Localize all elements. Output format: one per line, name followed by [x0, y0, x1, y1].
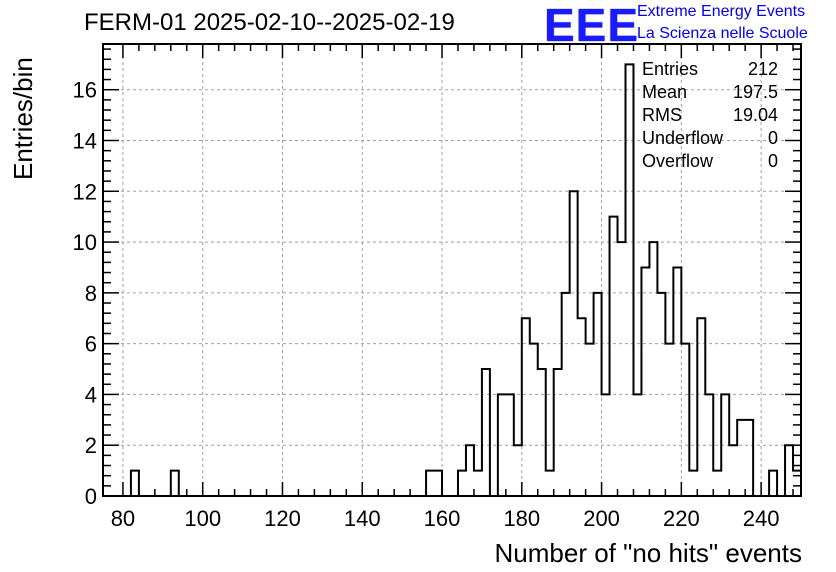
histogram-bin — [466, 445, 474, 496]
stat-row-entries: Entries 212 — [642, 58, 778, 81]
histogram-bin — [737, 420, 753, 496]
histogram-bin — [689, 471, 697, 496]
histogram-bin — [530, 344, 538, 496]
x-axis-label: Number of "no hits" events — [494, 538, 803, 568]
y-tick-label: 4 — [85, 382, 97, 407]
y-tick-label: 8 — [85, 281, 97, 306]
histogram-bin — [793, 471, 801, 496]
x-tick-label: 220 — [663, 506, 700, 531]
histogram-bin — [514, 445, 522, 496]
axes — [102, 43, 802, 497]
histogram-bin — [618, 242, 626, 496]
stat-row-mean: Mean 197.5 — [642, 81, 778, 104]
histogram-bin — [171, 471, 179, 496]
stat-value: 0 — [767, 128, 778, 148]
histogram-bin — [554, 369, 562, 496]
histogram-bin — [522, 318, 530, 496]
histogram-bin — [785, 445, 793, 496]
y-tick-label: 12 — [73, 179, 97, 204]
histogram-bin — [673, 267, 681, 496]
grid-lines — [103, 44, 801, 496]
stat-label: Entries — [642, 59, 699, 79]
histogram-bin — [586, 344, 594, 496]
histogram-bin — [713, 471, 721, 496]
x-tick-label: 100 — [184, 506, 221, 531]
x-tick-label: 180 — [503, 506, 540, 531]
chart-title: FERM-01 2025-02-10--2025-02-19 — [84, 9, 455, 36]
y-tick-label: 10 — [73, 230, 97, 255]
histogram-bin — [769, 471, 777, 496]
logo-subtitle-line1: Extreme Energy Events — [637, 3, 806, 20]
histogram-outline — [129, 63, 802, 496]
histogram-bins — [129, 63, 802, 496]
histogram-bin — [482, 369, 490, 496]
stat-value: 197.5 — [732, 82, 778, 102]
histogram-bin — [546, 471, 554, 496]
stat-value: 0 — [767, 151, 778, 171]
y-tick-label: 0 — [85, 484, 97, 509]
histogram-bin — [458, 471, 466, 496]
stat-row-underflow: Underflow 0 — [642, 127, 778, 150]
histogram-bin — [131, 471, 139, 496]
x-tick-label: 160 — [424, 506, 461, 531]
x-tick-label: 120 — [264, 506, 301, 531]
histogram-bin — [626, 64, 634, 496]
x-tick-label: 80 — [111, 506, 135, 531]
histogram-bin — [426, 471, 442, 496]
y-tick-label: 16 — [73, 78, 97, 103]
histogram-bin — [610, 217, 618, 496]
stat-label: Underflow — [642, 128, 724, 148]
x-tick-label: 200 — [583, 506, 620, 531]
stat-row-overflow: Overflow 0 — [642, 150, 778, 173]
y-tick-label: 14 — [73, 128, 97, 153]
histogram-bin — [697, 318, 705, 496]
histogram-bin — [538, 369, 546, 496]
stat-label: Overflow — [642, 151, 714, 171]
histogram-bin — [681, 344, 689, 496]
tick-labels: 80 100 120 140 160 180 200 220 240 0 2 4 6 8 10 12 14 16 — [73, 78, 780, 531]
stat-label: RMS — [642, 105, 682, 125]
plot-frame — [102, 43, 802, 497]
histogram-bin — [474, 471, 482, 496]
stat-value: 212 — [747, 59, 778, 79]
histogram-bin — [665, 344, 673, 496]
y-tick-label: 2 — [85, 433, 97, 458]
x-tick-label: 140 — [344, 506, 381, 531]
histogram-bin — [578, 318, 586, 496]
stat-label: Mean — [642, 82, 688, 102]
y-axis-label: Entries/bin — [8, 57, 38, 180]
histogram-bin — [649, 242, 657, 496]
histogram-bin — [641, 267, 649, 496]
histogram-bin — [729, 445, 737, 496]
eee-logo: EEE — [544, 0, 640, 51]
stat-row-rms: RMS 19.04 — [642, 104, 778, 127]
y-tick-label: 6 — [85, 332, 97, 357]
logo-subtitle-line2: La Scienza nelle Scuole — [637, 25, 808, 42]
stat-value: 19.04 — [732, 105, 778, 125]
stats-box: Entries 212 Mean 197.5 RMS 19.04 Underfl… — [642, 58, 778, 173]
x-tick-label: 240 — [743, 506, 780, 531]
